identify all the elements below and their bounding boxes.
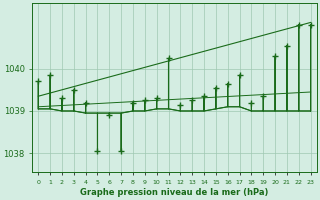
X-axis label: Graphe pression niveau de la mer (hPa): Graphe pression niveau de la mer (hPa) bbox=[80, 188, 268, 197]
